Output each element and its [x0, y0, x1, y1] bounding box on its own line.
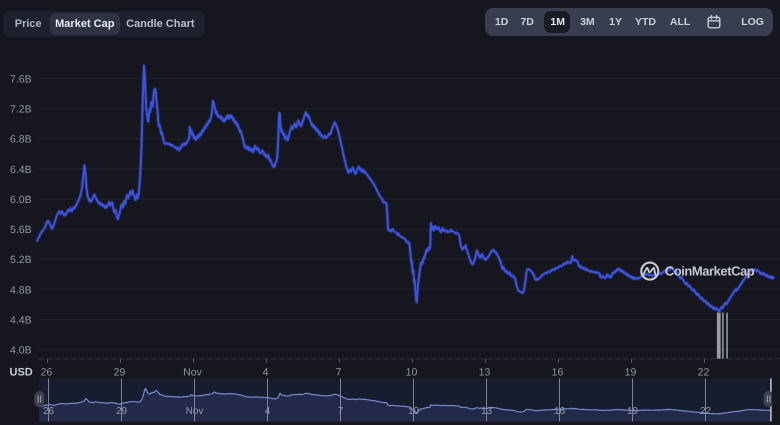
- svg-text:6.4B: 6.4B: [10, 164, 32, 176]
- svg-text:4: 4: [263, 367, 269, 379]
- svg-text:16: 16: [552, 367, 564, 379]
- svg-text:19: 19: [625, 367, 637, 379]
- svg-text:5.6B: 5.6B: [10, 224, 32, 236]
- svg-text:13: 13: [479, 367, 491, 379]
- svg-text:Nov: Nov: [186, 406, 204, 417]
- svg-text:13: 13: [481, 406, 493, 417]
- svg-text:26: 26: [41, 367, 53, 379]
- svg-text:4.0B: 4.0B: [10, 345, 32, 357]
- svg-text:4.4B: 4.4B: [10, 315, 32, 327]
- svg-text:CoinMarketCap: CoinMarketCap: [665, 264, 755, 279]
- svg-text:7.2B: 7.2B: [10, 104, 32, 116]
- svg-text:29: 29: [116, 406, 128, 417]
- svg-text:29: 29: [114, 367, 126, 379]
- svg-text:6.8B: 6.8B: [10, 134, 32, 146]
- svg-text:10: 10: [408, 406, 420, 417]
- svg-text:22: 22: [698, 367, 710, 379]
- svg-text:Nov: Nov: [183, 367, 202, 379]
- svg-text:USD: USD: [10, 367, 33, 379]
- svg-text:5.2B: 5.2B: [10, 254, 32, 266]
- svg-text:10: 10: [406, 367, 418, 379]
- svg-text:6.0B: 6.0B: [10, 194, 32, 206]
- svg-text:7.6B: 7.6B: [10, 73, 32, 85]
- svg-text:7: 7: [336, 367, 342, 379]
- svg-text:4.8B: 4.8B: [10, 284, 32, 296]
- svg-text:19: 19: [627, 406, 639, 417]
- svg-text:26: 26: [43, 406, 55, 417]
- svg-text:7: 7: [338, 406, 344, 417]
- svg-text:22: 22: [700, 406, 712, 417]
- svg-text:16: 16: [554, 406, 566, 417]
- svg-text:4: 4: [265, 406, 271, 417]
